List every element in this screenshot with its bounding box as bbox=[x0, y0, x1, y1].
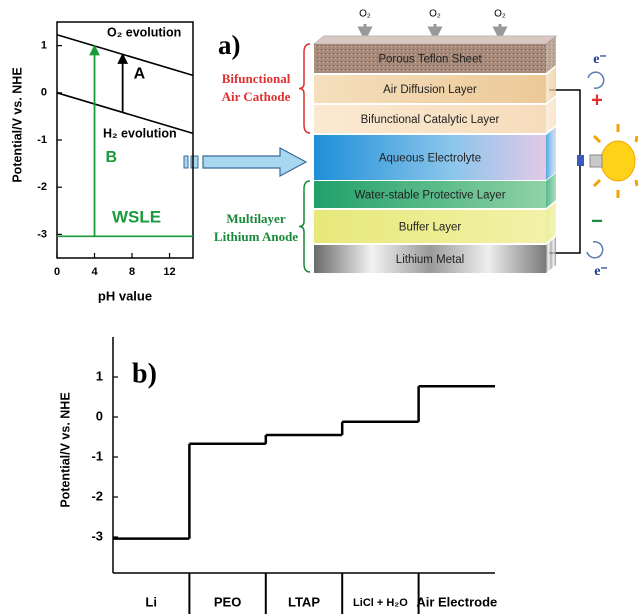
y-tick-label: -3 bbox=[37, 228, 47, 240]
link-arrow bbox=[184, 148, 306, 176]
x-tick-label: 0 bbox=[54, 266, 60, 278]
y-tick-label: -2 bbox=[91, 488, 103, 503]
x-tick-label: 4 bbox=[91, 266, 98, 278]
y-tick-label: -1 bbox=[91, 448, 103, 463]
top-face bbox=[314, 36, 556, 44]
layer-label: Porous Teflon Sheet bbox=[378, 54, 482, 66]
connector bbox=[577, 155, 584, 166]
group-label: Multilayer bbox=[226, 211, 285, 226]
layer-label: Bifunctional Catalytic Layer bbox=[361, 114, 500, 126]
x-axis-label: pH value bbox=[98, 288, 152, 303]
group-label: Air Cathode bbox=[222, 89, 291, 104]
figure: a) O₂ O₂ O₂ Porous Teflon Sheet Air Diffusion… bbox=[0, 0, 638, 614]
y-axis-label: Potential/V vs. NHE bbox=[10, 67, 24, 182]
group-brace bbox=[299, 44, 310, 133]
electron-label: e⁻ bbox=[593, 52, 607, 67]
terminal-plus: + bbox=[591, 89, 603, 111]
oxygen-label: O₂ bbox=[494, 9, 506, 20]
y-tick-label: 0 bbox=[41, 87, 47, 99]
category-label: Li bbox=[145, 594, 157, 609]
category-label: LTAP bbox=[288, 594, 320, 609]
layer-label: Lithium Metal bbox=[396, 254, 464, 266]
electron-arrow bbox=[587, 242, 603, 258]
layer-label: Aqueous Electrolyte bbox=[379, 153, 481, 165]
oxygen-label: O₂ bbox=[359, 9, 371, 20]
group-brace bbox=[299, 181, 310, 272]
electron-arrow bbox=[588, 72, 604, 88]
layer-side bbox=[546, 97, 556, 133]
group-label: Lithium Anode bbox=[214, 229, 298, 244]
y-tick-label: -3 bbox=[91, 528, 103, 543]
y-tick-label: -2 bbox=[37, 181, 47, 193]
y-tick-label: 1 bbox=[41, 40, 47, 52]
panel-label: b) bbox=[132, 358, 157, 389]
x-tick-label: 8 bbox=[129, 266, 135, 278]
series-label: O₂ evolution bbox=[107, 25, 181, 39]
layer-side bbox=[546, 127, 556, 180]
y-tick-label: 0 bbox=[96, 408, 103, 423]
category-label: LiCl + H₂O bbox=[353, 597, 408, 609]
annotation-label: B bbox=[106, 149, 118, 166]
group-label: Bifunctional bbox=[222, 71, 291, 86]
y-tick-label: 1 bbox=[96, 368, 103, 383]
layer-side bbox=[546, 202, 556, 243]
category-label: Air Electrode bbox=[416, 594, 497, 609]
series-label: WSLE bbox=[112, 207, 161, 226]
x-tick-label: 12 bbox=[163, 266, 175, 278]
annotation-label: A bbox=[134, 65, 146, 82]
y-axis-label: Potential/V vs. NHE bbox=[58, 392, 72, 507]
series-line bbox=[57, 35, 193, 76]
battery-diagram: a) O₂ O₂ O₂ Porous Teflon Sheet Air Diffusion… bbox=[214, 9, 608, 280]
category-label: PEO bbox=[214, 594, 241, 609]
layer-label: Water-stable Protective Layer bbox=[354, 190, 505, 202]
electron-label: e⁻ bbox=[594, 264, 608, 279]
layer-side bbox=[546, 237, 556, 273]
layer-label: Air Diffusion Layer bbox=[383, 84, 477, 96]
layer-side bbox=[546, 67, 556, 103]
layer-label: Buffer Layer bbox=[399, 222, 462, 234]
oxygen-label: O₂ bbox=[429, 9, 441, 20]
light-bulb bbox=[590, 124, 637, 198]
y-tick-label: -1 bbox=[37, 134, 47, 146]
terminal-minus: − bbox=[591, 210, 603, 232]
panel-label: a) bbox=[218, 30, 241, 60]
series-label: H₂ evolution bbox=[103, 126, 177, 140]
